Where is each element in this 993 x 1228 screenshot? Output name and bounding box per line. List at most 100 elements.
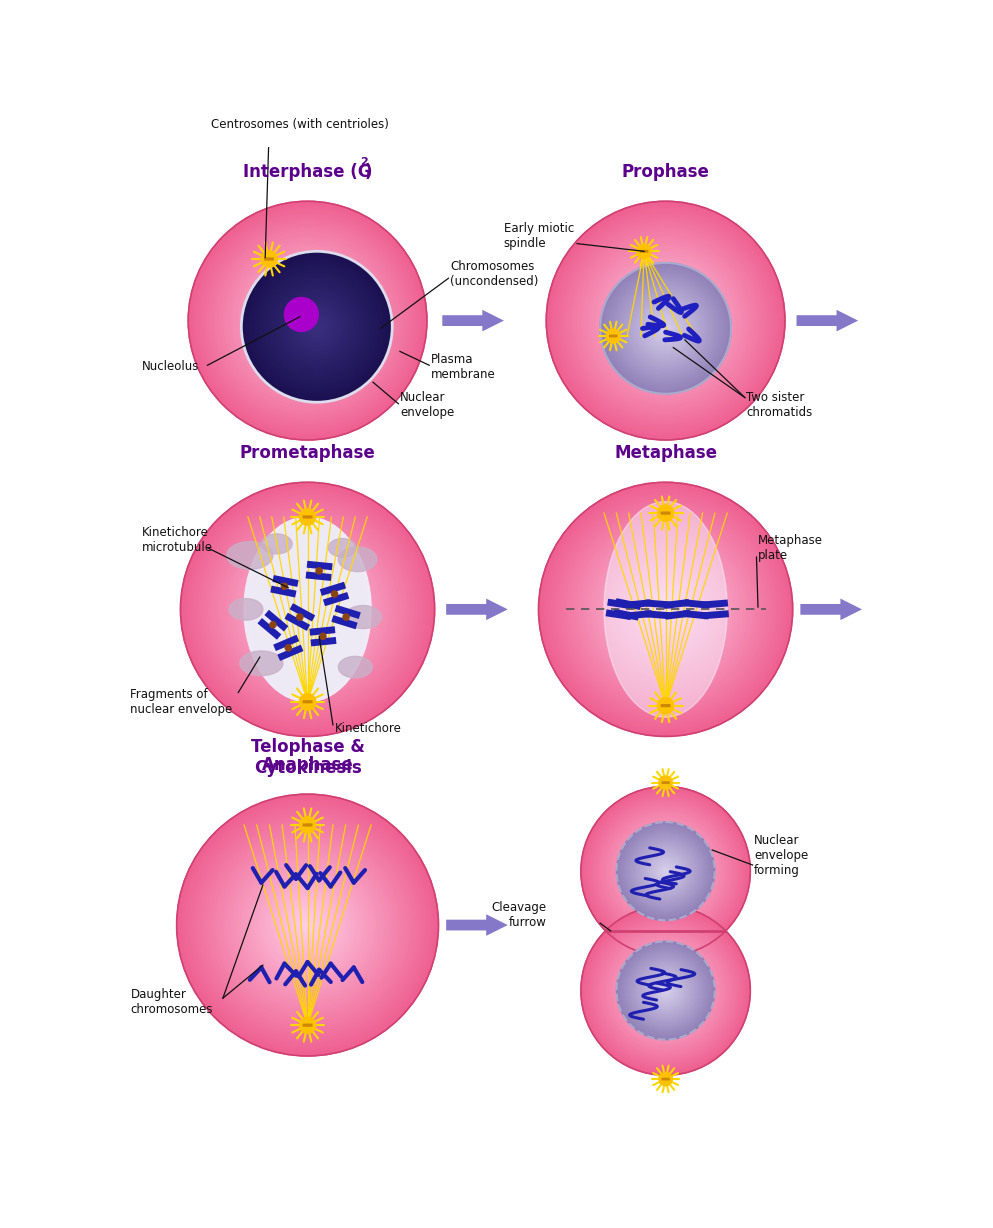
Circle shape — [218, 521, 396, 699]
FancyBboxPatch shape — [303, 700, 308, 704]
FancyBboxPatch shape — [277, 645, 303, 661]
Circle shape — [196, 209, 420, 432]
Circle shape — [209, 511, 407, 709]
Circle shape — [259, 269, 374, 384]
Circle shape — [630, 835, 701, 906]
Circle shape — [305, 314, 329, 339]
Circle shape — [243, 257, 372, 386]
Circle shape — [622, 826, 710, 915]
Circle shape — [596, 921, 735, 1060]
Circle shape — [632, 836, 700, 905]
Circle shape — [632, 957, 699, 1024]
Circle shape — [663, 869, 667, 873]
Circle shape — [206, 823, 410, 1027]
FancyBboxPatch shape — [310, 626, 336, 636]
Circle shape — [316, 567, 322, 573]
Text: Interphase (G: Interphase (G — [243, 163, 371, 181]
Circle shape — [587, 242, 745, 399]
Circle shape — [648, 303, 682, 338]
Circle shape — [199, 500, 417, 718]
Circle shape — [602, 264, 730, 393]
Ellipse shape — [244, 517, 371, 701]
Circle shape — [608, 270, 723, 386]
Circle shape — [567, 511, 765, 709]
Circle shape — [247, 865, 367, 985]
FancyBboxPatch shape — [661, 1078, 666, 1081]
Circle shape — [185, 802, 431, 1049]
Circle shape — [302, 920, 313, 931]
Circle shape — [603, 808, 728, 933]
Circle shape — [647, 852, 684, 890]
Text: Nucleolus: Nucleolus — [142, 360, 200, 373]
Circle shape — [603, 928, 728, 1054]
Circle shape — [293, 302, 341, 351]
Circle shape — [655, 861, 675, 880]
Circle shape — [652, 316, 678, 341]
Circle shape — [271, 888, 345, 962]
Circle shape — [281, 291, 354, 363]
Circle shape — [632, 837, 699, 905]
Circle shape — [645, 851, 686, 892]
Circle shape — [287, 904, 329, 946]
Circle shape — [214, 227, 400, 414]
Circle shape — [312, 322, 322, 332]
Circle shape — [641, 846, 690, 895]
Text: Early miotic
spindle: Early miotic spindle — [503, 222, 574, 251]
Circle shape — [278, 287, 356, 366]
Circle shape — [224, 237, 391, 404]
FancyBboxPatch shape — [626, 599, 651, 609]
Circle shape — [647, 309, 684, 346]
Circle shape — [634, 958, 698, 1023]
Circle shape — [612, 817, 720, 926]
Circle shape — [657, 505, 673, 521]
Circle shape — [621, 946, 711, 1035]
Circle shape — [652, 977, 678, 1003]
Circle shape — [632, 295, 700, 362]
Circle shape — [234, 852, 381, 998]
Circle shape — [588, 912, 744, 1068]
Circle shape — [285, 295, 349, 359]
Circle shape — [656, 319, 675, 338]
Circle shape — [626, 950, 706, 1030]
Circle shape — [657, 698, 673, 713]
Circle shape — [252, 265, 362, 376]
Circle shape — [661, 324, 669, 333]
Circle shape — [638, 963, 693, 1018]
Circle shape — [581, 906, 751, 1076]
Polygon shape — [800, 598, 862, 620]
Circle shape — [303, 316, 313, 325]
Circle shape — [593, 798, 739, 944]
Circle shape — [262, 275, 353, 366]
Circle shape — [606, 329, 621, 343]
Circle shape — [251, 554, 363, 666]
Circle shape — [254, 556, 360, 663]
Circle shape — [601, 926, 730, 1055]
Circle shape — [664, 869, 667, 873]
Circle shape — [239, 857, 375, 993]
Circle shape — [257, 559, 358, 661]
FancyBboxPatch shape — [307, 561, 333, 570]
Circle shape — [267, 569, 349, 650]
Circle shape — [659, 866, 671, 877]
Circle shape — [221, 839, 394, 1012]
Circle shape — [628, 282, 704, 359]
Circle shape — [624, 286, 707, 370]
Circle shape — [638, 842, 694, 900]
Circle shape — [630, 573, 701, 645]
Circle shape — [623, 285, 709, 372]
Circle shape — [619, 281, 713, 376]
Circle shape — [660, 604, 670, 614]
Circle shape — [281, 295, 334, 346]
Circle shape — [619, 943, 713, 1038]
Circle shape — [551, 206, 780, 435]
Circle shape — [657, 982, 673, 998]
FancyBboxPatch shape — [303, 824, 308, 826]
Circle shape — [631, 293, 701, 363]
Circle shape — [642, 587, 688, 632]
Circle shape — [630, 285, 701, 356]
Circle shape — [258, 876, 357, 975]
Circle shape — [211, 828, 404, 1022]
Circle shape — [296, 308, 320, 333]
Circle shape — [648, 855, 682, 888]
Circle shape — [273, 282, 360, 371]
